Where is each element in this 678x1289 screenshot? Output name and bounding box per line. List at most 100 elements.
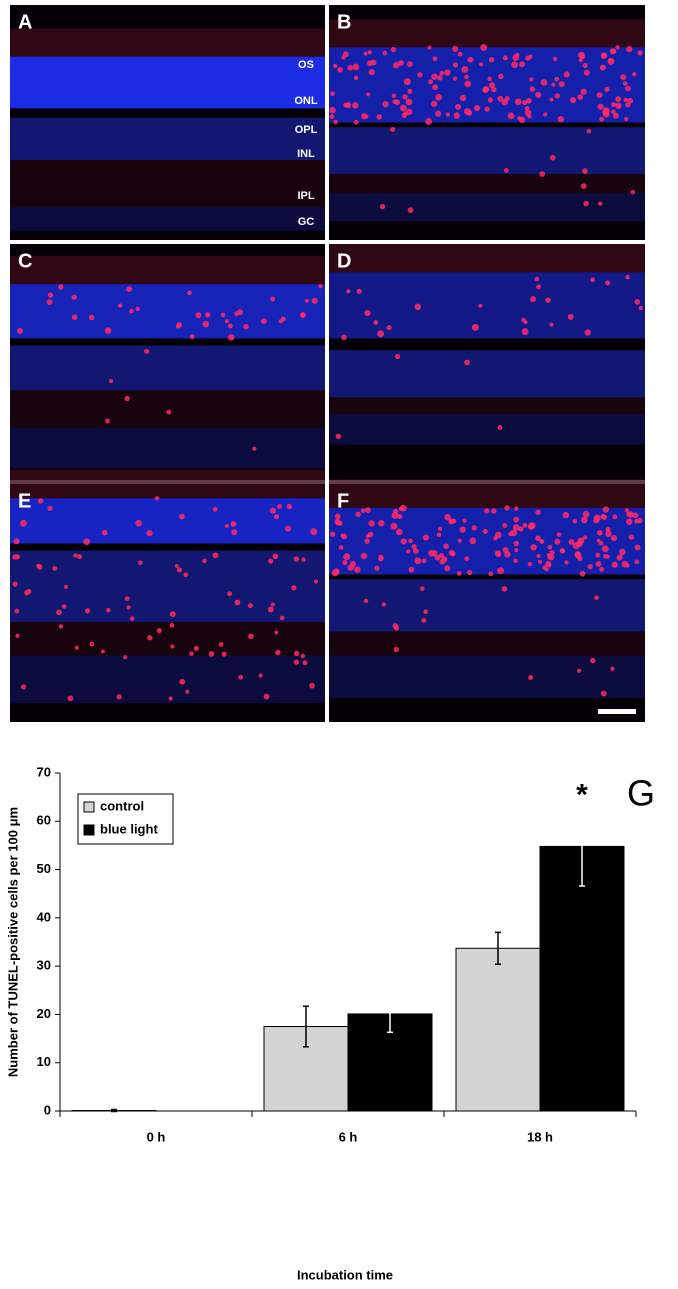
cell bbox=[437, 526, 443, 531]
cell bbox=[379, 204, 386, 210]
cell bbox=[599, 64, 606, 71]
cell bbox=[568, 539, 575, 545]
cell bbox=[467, 569, 473, 576]
cell bbox=[408, 566, 415, 573]
cell bbox=[625, 102, 631, 108]
cell bbox=[218, 642, 224, 647]
cell bbox=[626, 518, 633, 525]
cell bbox=[417, 72, 423, 78]
cell bbox=[471, 525, 477, 531]
cell bbox=[620, 74, 627, 81]
cell bbox=[360, 552, 368, 560]
cell bbox=[625, 274, 630, 280]
cell bbox=[423, 609, 429, 615]
cell bbox=[366, 92, 371, 97]
cell bbox=[610, 534, 617, 542]
cell bbox=[15, 633, 20, 638]
cell bbox=[286, 503, 293, 510]
cell bbox=[587, 563, 593, 570]
error-bar bbox=[387, 994, 393, 1034]
cell bbox=[549, 322, 554, 327]
y-tick-label: 70 bbox=[37, 764, 51, 779]
cell bbox=[12, 581, 18, 587]
cell bbox=[116, 694, 122, 700]
cell bbox=[347, 65, 354, 71]
cell bbox=[590, 657, 596, 664]
cell bbox=[502, 547, 509, 553]
cell bbox=[406, 549, 411, 554]
cell bbox=[638, 305, 643, 311]
cell bbox=[406, 108, 413, 116]
layer-label: ONL bbox=[294, 95, 318, 107]
cell bbox=[393, 625, 400, 631]
cell bbox=[187, 290, 192, 296]
cell bbox=[577, 94, 584, 100]
cell bbox=[626, 46, 633, 53]
cell bbox=[352, 63, 360, 71]
cell bbox=[623, 117, 629, 122]
cell bbox=[301, 557, 306, 562]
cell bbox=[580, 183, 587, 190]
cell bbox=[562, 511, 570, 519]
cell bbox=[466, 110, 473, 116]
legend-swatch bbox=[83, 801, 95, 813]
cell bbox=[637, 517, 643, 524]
y-tick-label: 60 bbox=[37, 813, 51, 828]
cell bbox=[397, 513, 403, 519]
cell bbox=[405, 98, 413, 106]
cell bbox=[365, 507, 371, 513]
cell bbox=[528, 54, 533, 59]
cell bbox=[243, 323, 249, 330]
cell bbox=[623, 97, 628, 103]
cell bbox=[624, 508, 630, 513]
cell bbox=[390, 126, 396, 132]
cell bbox=[89, 641, 95, 647]
cell bbox=[549, 154, 556, 161]
cell bbox=[399, 104, 407, 112]
cell bbox=[13, 538, 20, 545]
cell bbox=[126, 286, 133, 293]
cell bbox=[58, 624, 64, 629]
cell bbox=[444, 565, 451, 572]
cell bbox=[77, 554, 83, 560]
cell bbox=[263, 693, 270, 700]
cell bbox=[434, 555, 441, 561]
cell bbox=[611, 561, 618, 568]
cell bbox=[224, 523, 229, 528]
cell bbox=[457, 538, 462, 543]
cell bbox=[469, 537, 477, 545]
cell bbox=[135, 519, 143, 527]
cell bbox=[535, 509, 541, 515]
cell bbox=[630, 189, 636, 195]
gc-layer bbox=[329, 413, 645, 445]
cell bbox=[530, 296, 536, 302]
cell bbox=[275, 649, 281, 656]
cell bbox=[634, 544, 641, 551]
cell bbox=[378, 555, 384, 562]
cell bbox=[267, 558, 274, 564]
cell bbox=[522, 522, 528, 528]
cell bbox=[421, 558, 427, 564]
layer-label: INL bbox=[297, 148, 315, 160]
cell bbox=[390, 522, 398, 530]
cell bbox=[540, 79, 548, 86]
onl-layer bbox=[329, 507, 645, 575]
cell bbox=[545, 297, 551, 303]
cell bbox=[118, 303, 123, 308]
cell bbox=[480, 44, 488, 51]
cell bbox=[37, 498, 44, 504]
cell bbox=[487, 97, 493, 103]
micrographs: A B C D E F OS ONL OPL INL IPL GC bbox=[10, 5, 645, 722]
cell bbox=[504, 505, 510, 511]
cell bbox=[329, 106, 336, 114]
cell bbox=[594, 595, 599, 600]
cell bbox=[212, 552, 219, 559]
cell bbox=[428, 549, 436, 557]
cell bbox=[487, 76, 493, 82]
cell bbox=[293, 650, 300, 657]
cell bbox=[632, 512, 639, 519]
cell bbox=[421, 617, 427, 623]
cell bbox=[170, 644, 175, 649]
cell bbox=[382, 100, 389, 108]
